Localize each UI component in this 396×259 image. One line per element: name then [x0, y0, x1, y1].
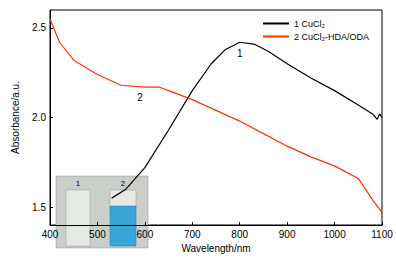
svg-text:1: 1: [76, 179, 81, 188]
svg-text:400: 400: [42, 229, 59, 240]
svg-text:Wavelength/nm: Wavelength/nm: [181, 243, 250, 254]
svg-text:1: 1: [237, 48, 243, 59]
svg-text:1 CuCl₂: 1 CuCl₂: [294, 19, 326, 29]
svg-text:700: 700: [184, 229, 201, 240]
svg-text:1000: 1000: [323, 229, 346, 240]
svg-text:2 CuCl₂-HDA/ODA: 2 CuCl₂-HDA/ODA: [294, 32, 369, 42]
svg-text:900: 900: [279, 229, 296, 240]
svg-text:2.5: 2.5: [32, 22, 46, 33]
svg-text:2: 2: [137, 92, 143, 103]
svg-text:500: 500: [89, 229, 106, 240]
svg-text:600: 600: [137, 229, 154, 240]
svg-text:1.5: 1.5: [32, 202, 46, 213]
svg-text:2: 2: [121, 179, 126, 188]
svg-text:Absorbance/a.u.: Absorbance/a.u.: [10, 81, 21, 154]
svg-text:800: 800: [231, 229, 248, 240]
svg-text:2.0: 2.0: [32, 112, 46, 123]
svg-text:1100: 1100: [371, 229, 393, 240]
